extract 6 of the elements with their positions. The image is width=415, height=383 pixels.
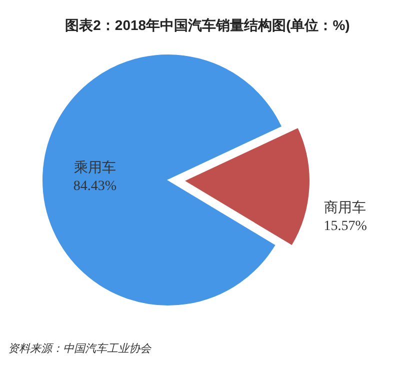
chart-title: 图表2：2018年中国汽车销量结构图(单位：%): [65, 17, 350, 33]
text: 资料来源：中国汽车工业协会: [8, 342, 152, 355]
data-label: 84.43%: [73, 179, 117, 194]
slice-label: 乘用车: [74, 160, 116, 176]
slice-label: 商用车: [324, 200, 366, 216]
data-label: 15.57%: [324, 218, 368, 234]
